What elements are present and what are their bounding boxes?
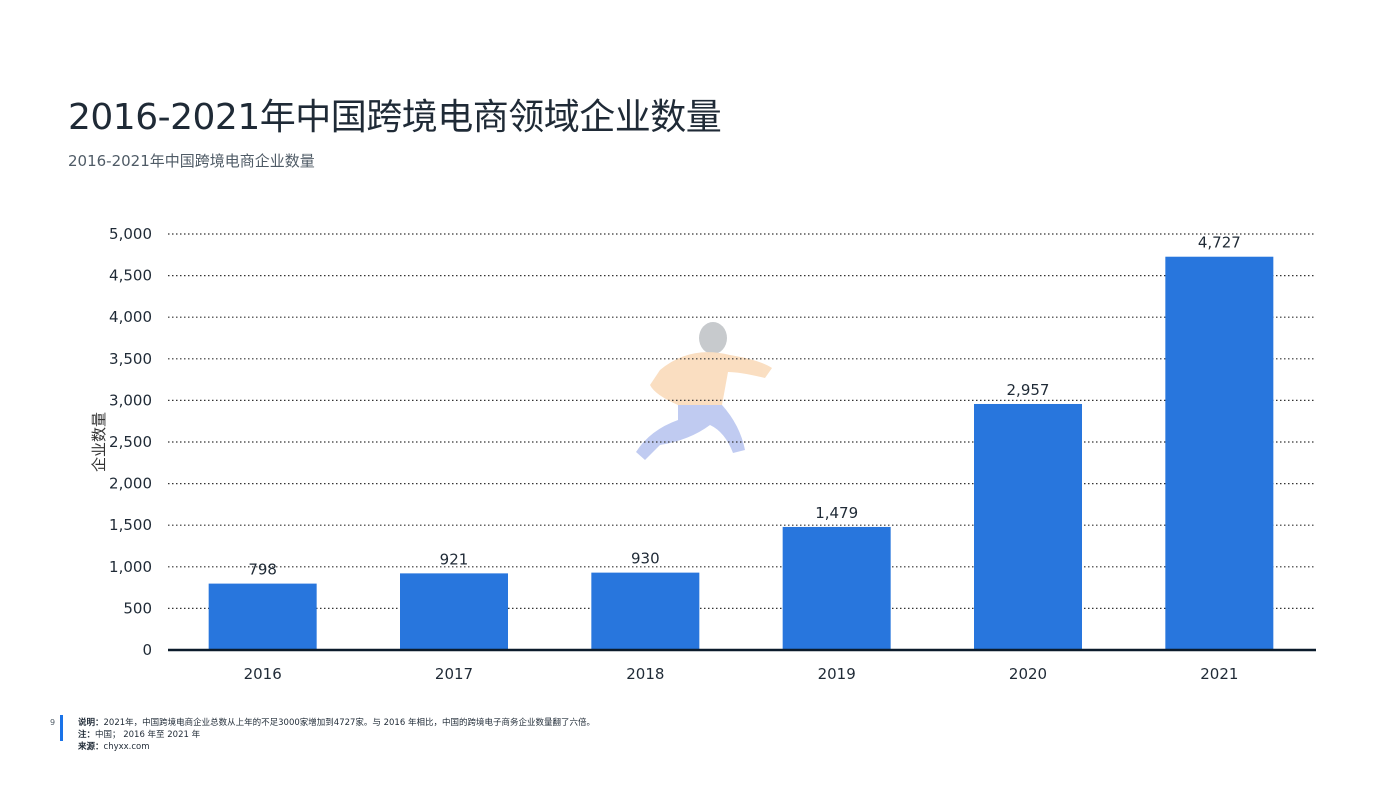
x-tick-label: 2017 bbox=[435, 665, 473, 683]
page-number: 9 bbox=[50, 718, 56, 727]
x-tick-label: 2020 bbox=[1009, 665, 1047, 683]
footer-source-line: 来源：chyxx.com bbox=[78, 742, 150, 752]
bar bbox=[591, 572, 700, 650]
y-tick-label: 2,500 bbox=[109, 433, 152, 451]
bar bbox=[208, 583, 317, 650]
bar-value-labels: 798 921 930 1,479 2,957 4,727 bbox=[248, 234, 1240, 579]
y-tick-label: 4,500 bbox=[109, 267, 152, 285]
bar bbox=[400, 573, 508, 650]
y-tick-label: 2,000 bbox=[109, 475, 152, 493]
x-tick-label: 2021 bbox=[1200, 665, 1238, 683]
watermark-running-person-icon bbox=[636, 322, 772, 460]
page-subtitle: 2016-2021年中国跨境电商企业数量 bbox=[68, 152, 315, 170]
footer-zhu-line: 注：中国； 2016 年至 2021 年 bbox=[78, 730, 201, 740]
bar bbox=[974, 403, 1082, 650]
bars bbox=[208, 256, 1274, 650]
bar bbox=[782, 526, 891, 650]
bar-value-label: 1,479 bbox=[815, 504, 858, 522]
y-tick-label: 4,000 bbox=[109, 308, 152, 326]
y-tick-label: 0 bbox=[142, 641, 152, 659]
bar-chart: 0 500 1,000 1,500 2,000 2,500 3,000 3,500 4,000 4… bbox=[90, 225, 1316, 683]
y-tick-label: 500 bbox=[123, 599, 152, 617]
y-tick-label: 3,500 bbox=[109, 350, 152, 368]
y-axis-label: 企业数量 bbox=[90, 412, 108, 472]
bar-value-label: 4,727 bbox=[1198, 234, 1241, 252]
page-title: 2016-2021年中国跨境电商领域企业数量 bbox=[68, 97, 722, 138]
x-tick-label: 2019 bbox=[818, 665, 856, 683]
footer-accent-bar bbox=[60, 715, 63, 741]
y-tick-label: 1,000 bbox=[109, 558, 152, 576]
bar-value-label: 921 bbox=[440, 550, 469, 568]
bar-value-label: 930 bbox=[631, 550, 660, 568]
x-tick-label: 2018 bbox=[626, 665, 664, 683]
y-tick-label: 3,000 bbox=[109, 391, 152, 409]
y-tick-label: 1,500 bbox=[109, 516, 152, 534]
footer-note-line: 说明：2021年，中国跨境电商企业总数从上年的不足3000家增加到4727家。与… bbox=[78, 718, 595, 728]
y-tick-label: 5,000 bbox=[109, 225, 152, 243]
bar bbox=[1165, 256, 1274, 650]
x-tick-label: 2016 bbox=[244, 665, 282, 683]
bar-value-label: 798 bbox=[248, 561, 277, 579]
y-grid bbox=[168, 233, 1316, 610]
footer-notes: 说明：2021年，中国跨境电商企业总数从上年的不足3000家增加到4727家。与… bbox=[78, 717, 595, 753]
bar-value-label: 2,957 bbox=[1007, 381, 1050, 399]
x-tick-labels: 2016 2017 2018 2019 2020 2021 bbox=[244, 665, 1239, 683]
y-tick-labels: 0 500 1,000 1,500 2,000 2,500 3,000 3,500 4,000 4… bbox=[109, 225, 152, 659]
